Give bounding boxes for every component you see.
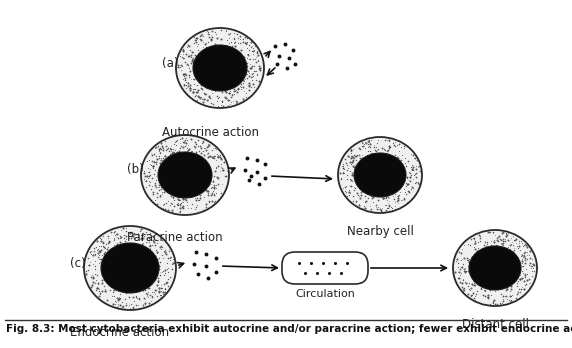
Ellipse shape xyxy=(193,45,247,91)
Ellipse shape xyxy=(469,246,521,290)
Ellipse shape xyxy=(101,243,159,293)
Text: (c): (c) xyxy=(70,256,86,269)
Text: Fig. 8.3: Most cytobacteria exhibit autocrine and/or paracrine action; fewer exh: Fig. 8.3: Most cytobacteria exhibit auto… xyxy=(6,324,572,334)
Text: (a): (a) xyxy=(162,56,178,70)
Text: (b): (b) xyxy=(127,164,144,176)
Text: Distant cell: Distant cell xyxy=(462,318,529,331)
FancyBboxPatch shape xyxy=(282,252,368,284)
Ellipse shape xyxy=(158,152,212,198)
Ellipse shape xyxy=(354,153,406,197)
Ellipse shape xyxy=(338,137,422,213)
Text: Endocrine action: Endocrine action xyxy=(70,326,169,339)
Ellipse shape xyxy=(84,226,176,310)
Ellipse shape xyxy=(141,135,229,215)
Ellipse shape xyxy=(453,230,537,306)
Text: Autocrine action: Autocrine action xyxy=(161,126,259,139)
Ellipse shape xyxy=(176,28,264,108)
Text: Nearby cell: Nearby cell xyxy=(347,225,414,238)
Text: Paracrine action: Paracrine action xyxy=(127,231,223,244)
Text: Circulation: Circulation xyxy=(295,289,355,299)
